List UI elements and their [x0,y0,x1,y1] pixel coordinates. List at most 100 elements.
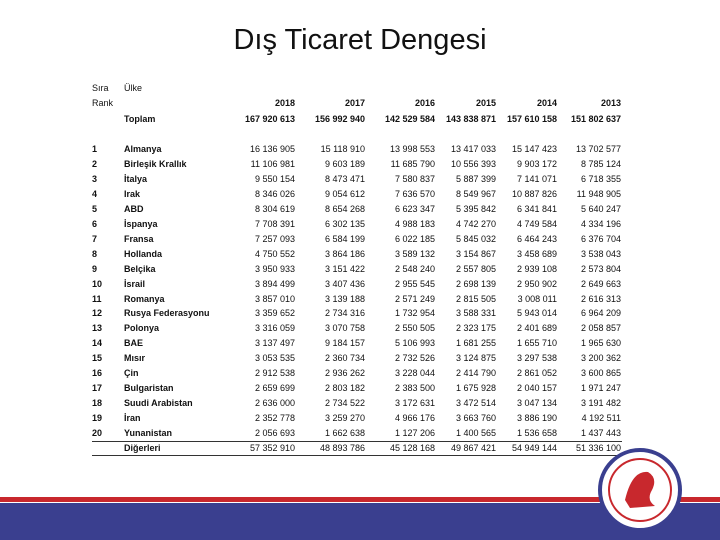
value-cell: 3 047 134 [516,398,557,409]
value-cell: 3 663 760 [455,413,496,424]
value-cell: 5 887 399 [455,173,496,184]
value-cell: 3 359 652 [254,308,295,319]
rank-cell: 18 [92,398,103,409]
value-cell: 13 417 033 [450,144,496,154]
rank-cell: 11 [92,293,102,304]
value-cell: 2 698 139 [455,278,496,289]
value-cell: 1 662 638 [324,428,365,439]
value-cell: 2 360 734 [324,353,365,364]
country-cell: İtalya [124,173,148,184]
value-cell: 5 106 993 [394,338,435,349]
value-cell: 4 334 196 [580,218,621,229]
value-cell: 3 070 758 [324,323,365,334]
rank-cell: 13 [92,323,103,334]
value-cell: 2 548 240 [394,263,435,274]
value-cell: 16 136 905 [249,144,295,154]
value-cell: 4 749 584 [516,218,557,229]
country-cell: Yunanistan [124,428,173,439]
value-cell: 4 192 511 [581,413,621,424]
value-cell: 2 383 500 [394,383,435,394]
total-cell: 156 992 940 [314,114,365,124]
value-cell: 6 584 199 [324,233,365,244]
value-cell: 3 894 499 [254,278,295,289]
country-cell: Çin [124,368,139,379]
value-cell: 1 536 658 [516,428,557,439]
value-cell: 3 154 867 [455,248,496,259]
value-cell: 2 557 805 [455,263,496,274]
value-cell: 1 971 247 [580,383,621,394]
total-cell: 143 838 871 [445,114,496,124]
value-cell: 1 437 443 [580,428,621,439]
value-cell: 9 603 189 [324,158,365,169]
value-cell: 4 988 183 [394,218,435,229]
value-cell: 2 323 175 [455,323,496,334]
value-cell: 7 257 093 [254,233,295,244]
value-cell: 5 943 014 [516,308,557,319]
value-cell: 3 200 362 [580,353,621,364]
value-cell: 11 948 905 [576,188,621,199]
country-cell: Polonya [124,323,160,334]
total-cell: 142 529 584 [384,114,435,124]
value-cell: 2 649 663 [580,278,621,289]
value-cell: 6 022 185 [394,233,435,244]
value-cell: 13 702 577 [575,144,621,154]
country-cell: Belçika [124,263,156,274]
value-cell: 10 556 393 [450,158,496,169]
value-cell: 3 538 043 [580,248,621,259]
year-header: 2015 [475,98,496,108]
value-cell: 3 228 044 [394,368,435,379]
header-cell: Rank [92,98,114,108]
value-cell: 9 184 157 [324,338,365,349]
value-cell: 6 964 209 [580,308,621,319]
red-stripe [0,497,720,502]
country-cell: Mısır [124,353,146,364]
rank-cell: 4 [92,188,98,199]
value-cell: 2 056 693 [254,428,295,439]
country-cell: Fransa [124,233,154,244]
value-cell: 4 966 176 [394,413,435,424]
value-cell: 1 127 206 [394,428,435,439]
value-cell: 7 708 391 [254,218,295,229]
value-cell: 2 414 790 [455,368,496,379]
value-cell: 8 304 619 [254,203,295,214]
value-cell: 6 623 347 [394,203,435,214]
value-cell: 3 588 331 [455,308,496,319]
value-cell: 3 864 186 [324,248,365,259]
country-cell: Irak [124,188,141,199]
value-cell: 3 151 422 [324,263,365,274]
rank-cell: 1 [92,144,98,154]
year-header: 2013 [600,98,621,108]
rule [92,455,622,456]
value-cell: 2 955 545 [394,278,435,289]
value-cell: 3 191 482 [580,398,621,409]
value-cell: 3 124 875 [455,353,496,364]
value-cell: 3 053 535 [254,353,295,364]
value-cell: 6 376 704 [580,233,621,244]
value-cell: 2 636 000 [254,398,295,409]
rank-cell: 15 [92,353,103,364]
value-cell: 2 040 157 [516,383,557,394]
value-cell: 2 912 538 [254,368,295,379]
rank-cell: 14 [92,338,103,349]
country-cell: İspanya [124,218,158,229]
value-cell: 9 550 154 [254,173,295,184]
country-cell: ABD [124,203,144,214]
value-cell: 3 407 436 [324,278,365,289]
blue-band [0,503,720,540]
value-cell: 5 640 247 [580,203,621,214]
year-header: 2014 [536,98,557,108]
value-cell: 7 636 570 [394,188,435,199]
others-cell: 51 336 100 [575,443,621,453]
others-cell: 57 352 910 [249,443,295,453]
rank-cell: 10 [92,278,103,289]
rank-cell: 12 [92,308,103,319]
others-label: Diğerleri [124,443,161,453]
value-cell: 3 139 188 [324,293,365,304]
value-cell: 3 458 689 [516,248,557,259]
value-cell: 6 718 355 [580,173,621,184]
value-cell: 6 302 135 [324,218,365,229]
others-cell: 54 949 144 [511,443,557,453]
country-cell: İsrail [124,278,146,289]
rank-cell: 16 [92,368,103,379]
country-cell: Bulgaristan [124,383,174,394]
